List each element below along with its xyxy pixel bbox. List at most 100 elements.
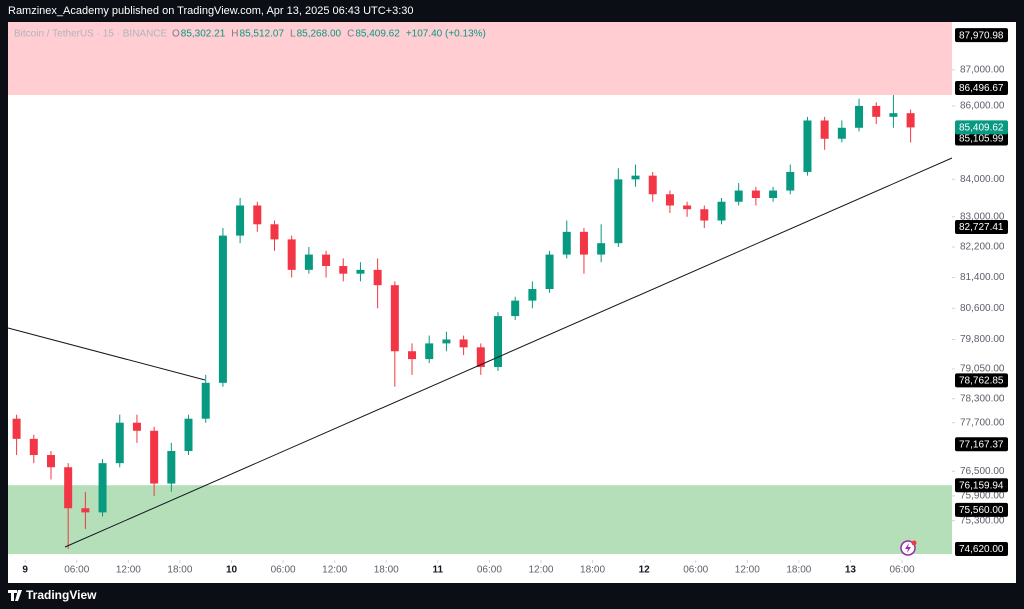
candle-body [545,254,554,290]
ohlc-key: O [172,29,180,40]
price-label: 74,620.00 [959,544,1004,555]
price-label: 75,560.00 [959,505,1004,516]
price-label-box [955,478,1008,493]
candle-body [150,430,159,484]
tv-logo [8,590,22,601]
price-label: 76,159.94 [959,480,1004,491]
candle-body [769,190,778,199]
x-tick-label: 12 [639,565,651,576]
ohlc-key: H [231,29,238,40]
candle-body [889,113,898,117]
ohlc-value: 85,302.21 [181,29,226,40]
price-label-box [955,131,1008,146]
candle-body [700,209,709,221]
x-tick-label: 9 [22,565,28,576]
ohlc-value: +107.40 (+0.13%) [406,29,486,40]
x-tick-label: 12:00 [322,565,347,576]
y-tick-label: 76,500.00 [960,466,1005,477]
price-label: 85,105.99 [959,134,1004,145]
y-tick-label: 84,000.00 [960,174,1005,185]
candle-body [906,113,915,128]
trendline [64,157,953,548]
zone [8,485,952,554]
candle-body [98,463,107,513]
candle-body [425,343,434,360]
candle-body [29,438,38,456]
current-price-label-box [955,120,1008,135]
candle-body [476,347,485,367]
x-tick-label: 06:00 [683,565,708,576]
x-tick-label: 18:00 [580,565,605,576]
candle-body [665,194,674,206]
candle-body [236,205,245,236]
candle-body [46,455,55,468]
symbol-title: Bitcoin / TetherUS · 15 · BINANCE [14,29,168,40]
candle-body [579,231,588,255]
candle-body [683,205,692,210]
candle-body [751,190,760,199]
candle-body [786,171,795,191]
ohlc-legend: O 85,302.21 H 85,512.07 L 85,268.00 C 85,409.62… [172,29,486,40]
price-label-box [955,373,1008,388]
price-label-box [955,502,1008,517]
y-tick-label: 75,900.00 [960,491,1005,502]
ohlc-key: L [290,29,296,40]
candle-body [287,239,296,270]
y-tick-label: 77,700.00 [960,417,1005,428]
candle-body [459,339,468,348]
x-tick-label: 12:00 [528,565,553,576]
candle-body [837,127,846,139]
price-label: 82,727.41 [959,222,1004,233]
y-tick-label: 87,000.00 [960,64,1005,75]
y-tick-label: 80,600.00 [960,303,1005,314]
x-tick-label: 12:00 [735,565,760,576]
y-tick-label: 78,300.00 [960,393,1005,404]
candle-body [614,179,623,244]
zone [8,22,952,95]
current-price-label: 85,409.62 [959,123,1004,134]
x-tick-label: 18:00 [167,565,192,576]
candle-body [167,450,176,484]
ohlc-value: 85,409.62 [355,29,400,40]
y-tick-label: 82,200.00 [960,242,1005,253]
candle-body [442,339,451,344]
x-tick-label: 18:00 [374,565,399,576]
y-tick-label: 75,300.00 [960,515,1005,526]
publish-info: Ramzinex_Academy published on TradingVie… [8,5,414,17]
candle-body [339,266,348,274]
candle-body [373,269,382,286]
candle-body [270,224,279,240]
candle-body [132,422,141,431]
alert-icon-bolt [905,543,911,553]
candle-body [631,175,640,180]
ohlc-value: 85,268.00 [297,29,342,40]
x-tick-label: 18:00 [786,565,811,576]
candle-body [528,289,537,301]
candle-body [64,467,73,509]
plot [8,22,952,554]
candle-body [201,382,210,419]
price-label-box [955,80,1008,95]
candle-body [12,418,21,439]
candle-body [408,351,417,360]
x-tick-label: 06:00 [64,565,89,576]
y-tick-label: 81,400.00 [960,272,1005,283]
x-tick-label: 13 [845,565,857,576]
candle-body [872,105,881,117]
candle-body [184,418,193,451]
candle-body [304,254,313,270]
candle-body [855,105,864,128]
candle-body [390,285,399,352]
candle-body [81,508,90,513]
y-tick-label: 79,050.00 [960,364,1005,375]
candle-body [115,422,124,464]
x-tick-label: 06:00 [271,565,296,576]
candle-body [734,190,743,202]
y-tick-label: 83,000.00 [960,211,1005,222]
price-label: 77,167.37 [959,439,1004,450]
candle-body [562,231,571,255]
y-tick-label: 79,800.00 [960,334,1005,345]
